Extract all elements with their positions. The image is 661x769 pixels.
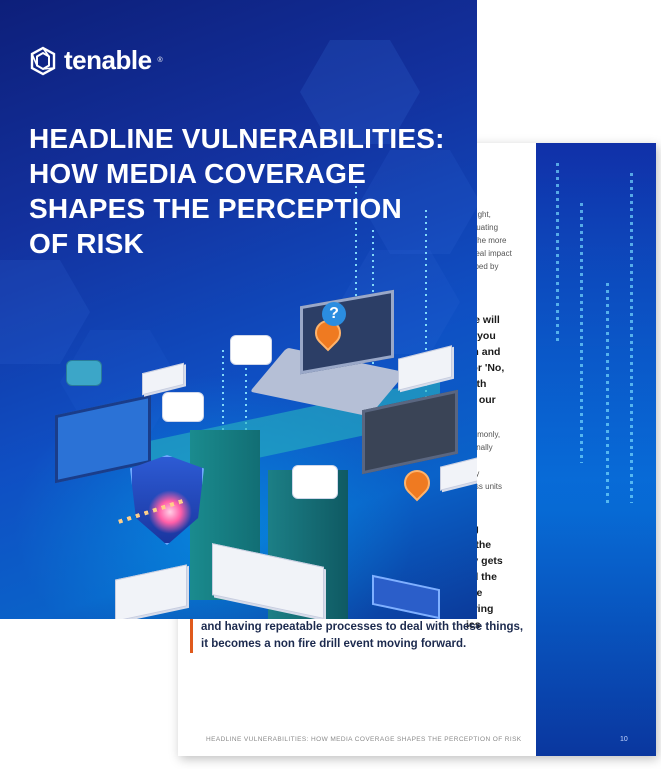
tenable-logo: tenable ® [28, 45, 163, 76]
chat-bubble-icon [66, 360, 102, 386]
data-beam [245, 350, 247, 440]
newspaper-illustration [115, 564, 187, 619]
data-beam [222, 350, 224, 440]
cover-title-line: SHAPES THE PERCEPTION [29, 193, 402, 224]
body-text-line: rought, [466, 210, 491, 219]
body-text-line: hyped by [466, 262, 499, 271]
cover-title-line: HOW MEDIA COVERAGE [29, 158, 367, 189]
body-text-line: ness units [466, 482, 503, 491]
cover-title: HEADLINE VULNERABILITIES: HOW MEDIA COVE… [29, 121, 469, 261]
code-stream [630, 173, 633, 503]
body-text-line: sionally [466, 443, 493, 452]
chat-bubble-icon [230, 335, 272, 365]
question-mark-icon: ? [322, 302, 346, 326]
hexagon-decoration [0, 260, 90, 364]
registered-mark: ® [157, 57, 163, 64]
body-text-line: ommonly, [466, 430, 501, 439]
body-text-line: of the more [466, 236, 507, 245]
brand-name: tenable [64, 45, 152, 75]
body-text-line: valuating [466, 223, 499, 232]
running-footer: HEADLINE VULNERABILITIES: HOW MEDIA COVE… [206, 736, 522, 743]
map-pin-icon [398, 464, 436, 502]
chat-bubble-icon [162, 392, 204, 422]
newspaper-illustration [440, 457, 477, 491]
bold-text-line: ics [466, 619, 481, 631]
data-beam [425, 210, 427, 440]
body-text-line: e real impact [466, 249, 512, 258]
tenable-logo-icon [30, 46, 56, 75]
code-stream [580, 203, 583, 463]
pull-quote-text: and having repeatable processes to deal … [201, 621, 524, 650]
cover-title-line: OF RISK [29, 228, 144, 259]
data-beam [355, 180, 357, 380]
pull-quote: and having repeatable processes to deal … [190, 619, 531, 653]
interior-page-blue-panel [536, 143, 656, 756]
code-stream [556, 163, 559, 343]
report-cover: tenable ® HEADLINE VULNERABILITIES: HOW … [0, 0, 477, 619]
code-stream [606, 283, 609, 503]
cover-title-line: HEADLINE VULNERABILITIES: [29, 123, 445, 154]
phone-illustration [372, 574, 440, 619]
chat-bubble-icon [292, 465, 338, 499]
page-number: 10 [620, 736, 628, 743]
